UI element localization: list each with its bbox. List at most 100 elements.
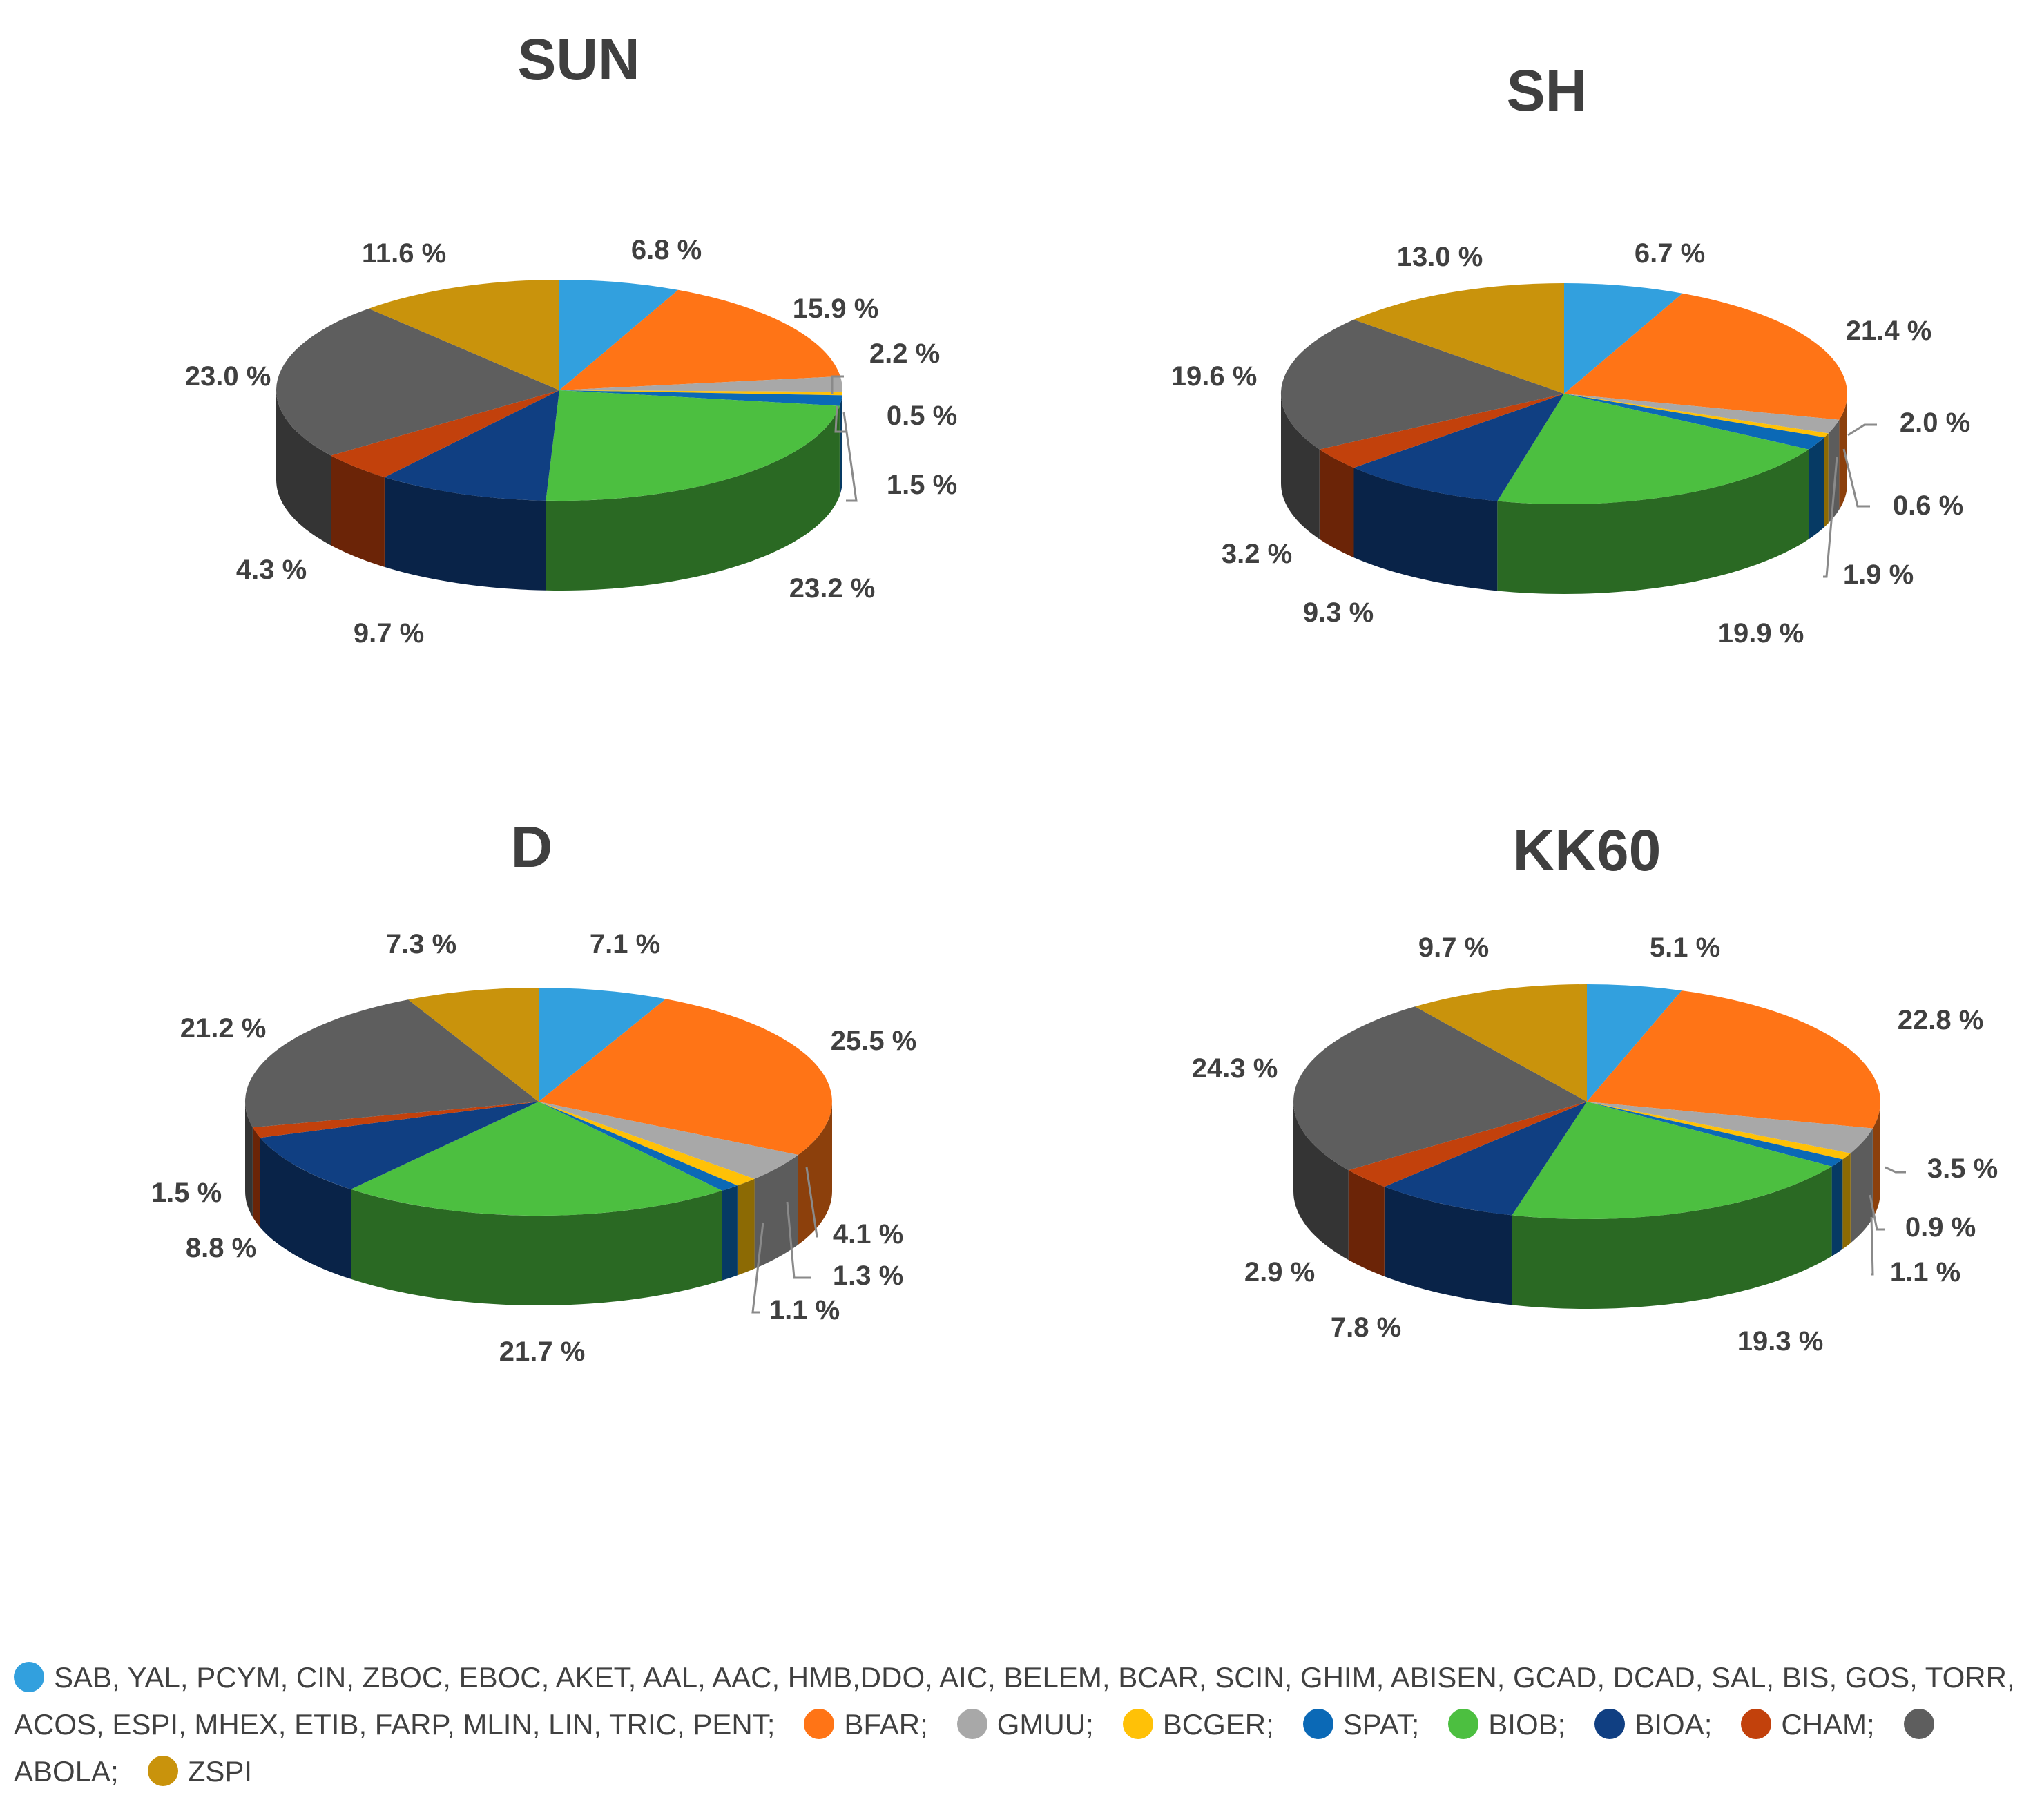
pie-slice-bfar xyxy=(559,289,840,390)
pie-slice-zspi xyxy=(1415,984,1587,1102)
data-label-sab: 7.1 % xyxy=(590,929,660,959)
pie-slice-spat xyxy=(559,390,842,406)
data-label-spat: 1.1 % xyxy=(1890,1257,1960,1287)
pie-side-bioa xyxy=(1353,468,1498,591)
pie-side-bfar xyxy=(798,1102,832,1245)
legend-label: ABOLA; xyxy=(14,1755,119,1788)
pie-side-bioa xyxy=(384,477,546,591)
data-label-cham: 4.3 % xyxy=(236,555,307,585)
pie-slice-bcger xyxy=(539,1102,755,1186)
chart-title: SH xyxy=(1507,58,1588,123)
data-label-zspi: 13.0 % xyxy=(1397,242,1483,272)
data-label-bioa: 8.8 % xyxy=(186,1233,256,1263)
leader-line xyxy=(1842,448,1870,508)
pie-side-biob xyxy=(1497,449,1809,594)
pie-slice-spat xyxy=(539,1102,738,1191)
legend-item-sab: SAB, YAL, PCYM, CIN, ZBOC, EBOC, AKET, A… xyxy=(14,1661,2015,1741)
data-label-abola: 23.0 % xyxy=(185,361,271,392)
legend-label: SAB, YAL, PCYM, CIN, ZBOC, EBOC, AKET, A… xyxy=(14,1661,2015,1741)
pie-slice-gmuu xyxy=(559,376,843,392)
pie-slice-bfar xyxy=(539,999,832,1155)
pie-side-spat xyxy=(722,1185,738,1281)
pie-side-gmuu xyxy=(1828,419,1840,524)
pie-side-walls xyxy=(1293,1102,1880,1309)
data-label-gmuu: 4.1 % xyxy=(833,1219,903,1249)
data-label-bioa: 9.7 % xyxy=(354,618,424,649)
data-label-cham: 3.2 % xyxy=(1222,539,1292,569)
pie-side-spat xyxy=(1831,1159,1843,1256)
pie-slice-bcger xyxy=(559,390,842,396)
pie-side-cham xyxy=(1319,449,1354,558)
data-label-bioa: 9.3 % xyxy=(1303,597,1374,628)
legend-label: BIOB; xyxy=(1488,1708,1566,1741)
legend: SAB, YAL, PCYM, CIN, ZBOC, EBOC, AKET, A… xyxy=(14,1654,2016,1795)
pie-slice-zspi xyxy=(1353,283,1564,394)
pie-slice-abola xyxy=(1293,1006,1587,1171)
pie-side-spat xyxy=(839,395,842,496)
data-label-bfar: 21.4 % xyxy=(1846,316,1932,346)
data-label-bcger: 0.5 % xyxy=(887,401,957,431)
pie-slice-cham xyxy=(1319,394,1564,468)
legend-label: GMUU; xyxy=(996,1708,1094,1741)
data-label-bioa: 7.8 % xyxy=(1331,1312,1401,1343)
pie-side-cham xyxy=(1348,1170,1385,1277)
leader-line xyxy=(1869,1194,1885,1231)
leader-line xyxy=(786,1201,811,1279)
legend-label: SPAT; xyxy=(1342,1708,1420,1741)
legend-swatch-biob xyxy=(1448,1709,1479,1739)
pie-side-bfar xyxy=(1839,394,1847,510)
data-label-zspi: 11.6 % xyxy=(362,238,446,269)
data-label-abola: 24.3 % xyxy=(1192,1053,1278,1084)
pie-slice-spat xyxy=(1587,1102,1843,1167)
data-label-sab: 6.7 % xyxy=(1635,238,1705,269)
pie-slice-zspi xyxy=(369,280,559,390)
legend-label: BIOA; xyxy=(1635,1708,1713,1741)
pie-slice-cham xyxy=(1348,1102,1587,1187)
legend-swatch-spat xyxy=(1302,1709,1333,1739)
leader-line xyxy=(1823,457,1838,578)
pie-side-walls xyxy=(1281,394,1847,594)
legend-item-biob: BIOB; xyxy=(1448,1708,1565,1741)
pie-side-gmuu xyxy=(754,1155,798,1269)
legend-label: ZSPI xyxy=(187,1755,253,1788)
leader-line xyxy=(1870,1216,1874,1276)
data-label-bfar: 15.9 % xyxy=(793,294,879,324)
data-label-bcger: 1.3 % xyxy=(833,1261,903,1291)
pie-slice-bcger xyxy=(1587,1102,1851,1160)
legend-item-spat: SPAT; xyxy=(1302,1708,1420,1741)
legend-swatch-bfar xyxy=(804,1709,835,1739)
leader-line xyxy=(842,412,858,502)
data-label-spat: 1.1 % xyxy=(769,1295,840,1325)
data-label-bfar: 25.5 % xyxy=(831,1026,917,1056)
data-label-cham: 1.5 % xyxy=(151,1178,222,1208)
pie-side-abola xyxy=(1281,394,1320,539)
legend-swatch-bioa xyxy=(1594,1709,1626,1739)
legend-label: CHAM; xyxy=(1781,1708,1875,1741)
data-label-biob: 19.9 % xyxy=(1718,618,1804,649)
pie-slice-bioa xyxy=(260,1102,539,1189)
legend-swatch-sab xyxy=(14,1662,44,1692)
data-label-zspi: 7.3 % xyxy=(386,929,456,959)
pie-slice-abola xyxy=(276,308,559,456)
data-label-bfar: 22.8 % xyxy=(1898,1005,1984,1035)
legend-label: BFAR; xyxy=(844,1708,928,1741)
legend-item-gmuu: GMUU; xyxy=(956,1708,1094,1741)
data-label-cham: 2.9 % xyxy=(1244,1257,1315,1287)
legend-swatch-cham xyxy=(1741,1709,1772,1739)
legend-item-abola: ABOLA; xyxy=(14,1708,1944,1788)
pie-side-bioa xyxy=(1384,1187,1512,1305)
pie-side-cham xyxy=(331,455,385,567)
pie-slice-bcger xyxy=(1564,394,1829,438)
leader-line xyxy=(805,1167,818,1238)
pie-slice-abola xyxy=(1280,319,1564,450)
pie-slice-sab xyxy=(539,988,666,1102)
data-label-gmuu: 2.2 % xyxy=(869,338,940,369)
pie-slice-gmuu xyxy=(1564,394,1840,434)
pie-side-gmuu xyxy=(1850,1128,1873,1243)
chart-title: SUN xyxy=(517,27,639,92)
data-label-gmuu: 3.5 % xyxy=(1927,1153,1998,1184)
legend-item-bcger: BCGER; xyxy=(1122,1708,1274,1741)
pie-slice-biob xyxy=(1497,394,1809,505)
leader-line xyxy=(1885,1166,1906,1174)
data-label-spat: 1.5 % xyxy=(887,470,957,500)
